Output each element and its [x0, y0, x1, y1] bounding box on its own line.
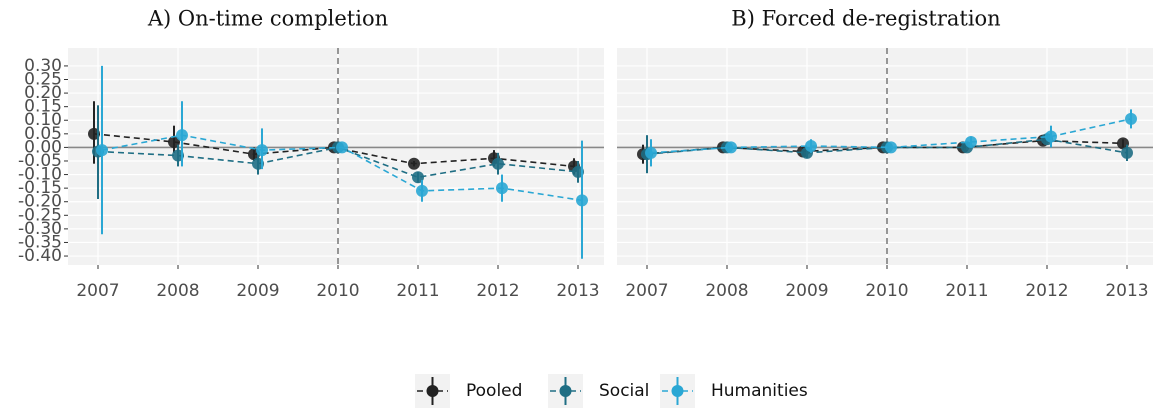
y-tick-label: 0.30: [24, 56, 62, 76]
point: [176, 129, 188, 142]
y-tick-label: -0.35: [18, 232, 62, 252]
y-tick-label: -0.10: [18, 165, 62, 185]
x-tick-label: 2010: [316, 281, 359, 301]
y-tick-label: 0.05: [24, 124, 62, 144]
point: [256, 144, 268, 157]
x-tick-label: 2009: [236, 281, 279, 301]
point: [645, 146, 657, 159]
panel-title: B) Forced de-registration: [731, 7, 1000, 31]
point: [805, 140, 817, 153]
point: [408, 157, 420, 170]
point: [576, 194, 588, 207]
x-tick-label: 2012: [476, 281, 519, 301]
y-tick-label: -0.05: [18, 151, 62, 171]
y-tick-label: -0.30: [18, 219, 62, 239]
y-tick-label: -0.25: [18, 205, 62, 225]
point: [96, 144, 108, 157]
x-tick-label: 2012: [1025, 281, 1068, 301]
legend-item: Social: [548, 374, 649, 408]
point: [725, 141, 737, 154]
x-tick-label: 2010: [865, 281, 908, 301]
point: [885, 141, 897, 154]
x-tick-label: 2013: [1105, 281, 1148, 301]
y-tick-label: 0.25: [24, 70, 62, 90]
x-tick-label: 2008: [705, 281, 748, 301]
legend-item: Humanities: [660, 374, 808, 408]
y-tick-label: 0.00: [24, 137, 62, 157]
y-tick-label: -0.15: [18, 178, 62, 198]
legend-key-point: [559, 385, 572, 397]
y-tick-label: -0.40: [18, 246, 62, 266]
legend-label: Social: [599, 381, 649, 401]
legend-key-point: [426, 385, 439, 397]
x-tick-label: 2011: [396, 281, 439, 301]
x-tick-label: 2009: [785, 281, 828, 301]
point: [1125, 112, 1137, 125]
panel-background: [68, 48, 604, 265]
point: [416, 184, 428, 197]
x-tick-label: 2011: [945, 281, 988, 301]
x-tick-label: 2013: [556, 281, 599, 301]
legend-label: Humanities: [711, 381, 808, 401]
x-tick-label: 2008: [156, 281, 199, 301]
panel-background: [617, 48, 1153, 265]
legend-label: Pooled: [466, 381, 522, 401]
y-tick-label: 0.15: [24, 97, 62, 117]
point: [1121, 146, 1133, 159]
y-tick-label: 0.10: [24, 110, 62, 130]
y-tick-label: -0.20: [18, 192, 62, 212]
point: [492, 157, 504, 170]
x-tick-label: 2007: [76, 281, 119, 301]
point: [496, 182, 508, 195]
y-tick-label: 0.20: [24, 83, 62, 103]
legend-item: Pooled: [415, 374, 522, 408]
point: [1045, 130, 1057, 143]
x-tick-label: 2007: [625, 281, 668, 301]
legend-key-point: [671, 385, 684, 397]
point: [965, 135, 977, 148]
point: [336, 141, 348, 154]
panel-title: A) On-time completion: [147, 7, 388, 31]
